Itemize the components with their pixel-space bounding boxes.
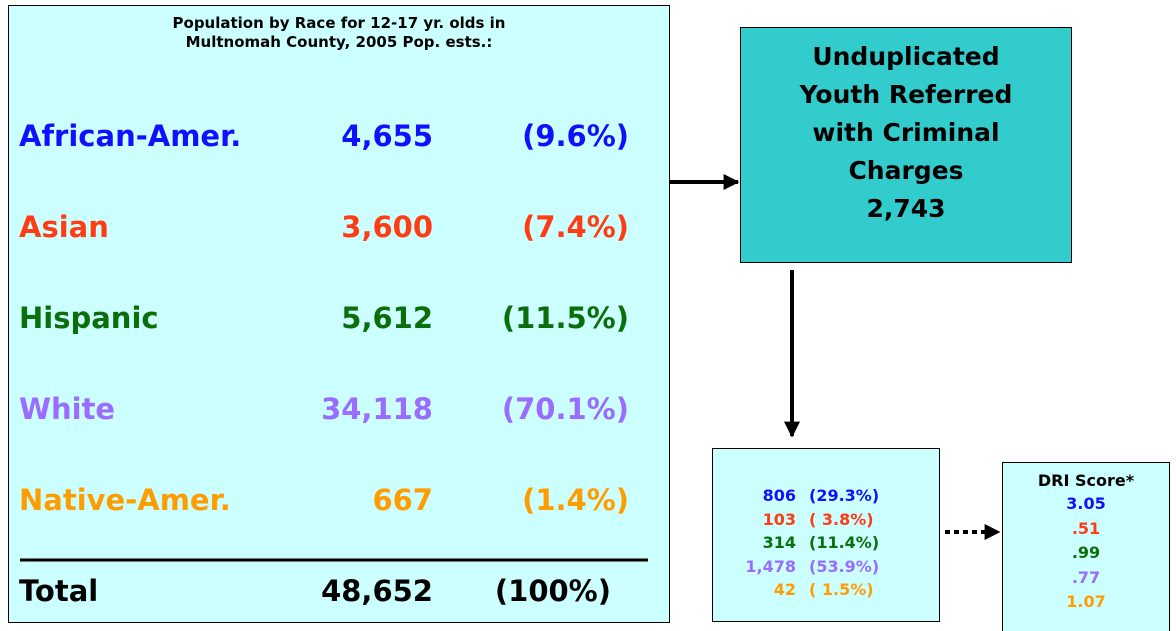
referral-line: 2,743 [866,194,946,223]
total-percent: (100%) [494,574,611,608]
total-label: Total [19,574,99,608]
race-percent: (9.6%) [522,119,629,153]
breakdown-percent: (11.4%) [809,533,880,552]
breakdown-count: 314 [762,533,796,552]
race-count: 3,600 [341,210,433,244]
referral-line: Charges [848,156,964,185]
dri-title: DRI Score* [1037,471,1135,490]
title: Multnomah County, 2005 Pop. ests.: [185,33,493,51]
race-percent: (1.4%) [522,483,629,517]
race-percent: (70.1%) [501,392,629,426]
breakdown-box: 806 (29.3%) 103 ( 3.8%) 314 (11.4%) 1,478 (53.9… [712,448,940,622]
race-count: 5,612 [341,301,433,335]
breakdown-count: 103 [762,509,796,529]
dri-box: DRI Score* 3.05 .51 .99 .77 1.07 [1002,462,1170,631]
race-count: 34,118 [321,392,433,426]
breakdown-count: 1,478 [745,556,796,576]
race-count: 4,655 [341,119,433,153]
race-name: White [19,392,116,426]
dri-score: .51 [1071,518,1101,538]
race-count: 667 [372,483,433,517]
race-percent: (7.4%) [522,210,629,244]
dri-score: .77 [1071,567,1101,587]
race-name: Hispanic [19,301,159,335]
race-percent: (11.5%) [501,301,629,335]
referral-line: Unduplicated [812,42,1000,71]
title: Population by Race for 12-17 yr. olds in [172,14,506,32]
breakdown-count: 806 [762,486,796,505]
referral-line: Youth Referred [799,80,1013,109]
referral-line: with Criminal [812,118,1000,147]
dri-score: .99 [1071,543,1101,562]
breakdown-percent: ( 3.8%) [809,509,874,529]
breakdown-percent: ( 1.5%) [809,580,874,599]
dri-score: 1.07 [1066,592,1106,611]
race-name: Asian [19,210,109,244]
race-name: African-Amer. [19,119,242,153]
breakdown-count: 42 [773,580,796,599]
total-count: 48,652 [321,574,433,608]
referral-box: Unduplicated Youth Referred with Criminal C… [740,27,1072,263]
population-box: Population by Race for 12-17 yr. olds in… [8,5,670,623]
race-name: Native-Amer. [19,483,231,517]
dri-score: 3.05 [1066,494,1106,513]
breakdown-percent: (29.3%) [809,486,880,505]
breakdown-percent: (53.9%) [809,556,880,576]
